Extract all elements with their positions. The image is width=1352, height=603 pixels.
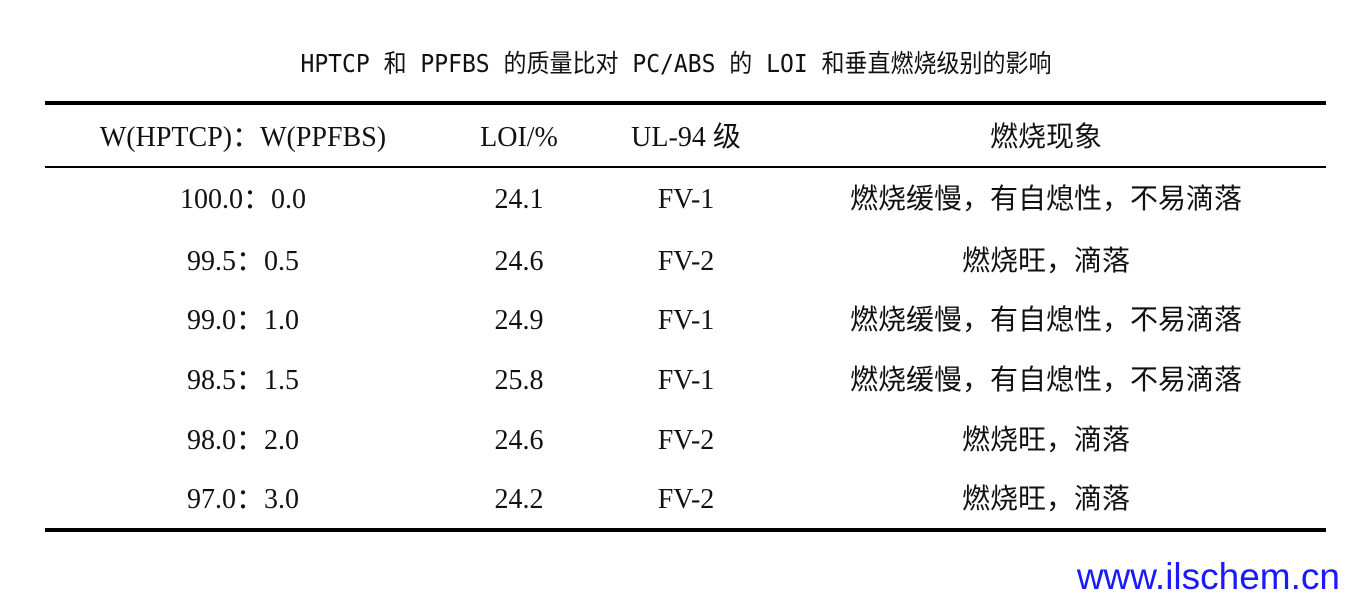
cell-phenomenon: 燃烧缓慢，有自熄性，不易滴落: [849, 305, 1243, 336]
cell-ul94: FV-1: [657, 184, 715, 215]
cell-phenomenon: 燃烧旺，滴落: [961, 484, 1131, 515]
table-row: 99.5：0.5 24.6 FV-2 燃烧旺，滴落: [45, 242, 1326, 282]
cell-ratio: 99.5：0.5: [186, 246, 300, 277]
cell-ratio: 100.0：0.0: [179, 184, 307, 215]
header-rule: [45, 166, 1326, 168]
cell-phenomenon: 燃烧旺，滴落: [961, 246, 1131, 277]
table-row: 100.0：0.0 24.1 FV-1 燃烧缓慢，有自熄性，不易滴落: [45, 180, 1326, 220]
cell-ul94: FV-2: [657, 484, 715, 515]
cell-ratio: 98.0：2.0: [186, 425, 300, 456]
cell-ratio: 98.5：1.5: [186, 365, 300, 396]
cell-ul94: FV-1: [657, 365, 715, 396]
bottom-rule: [45, 528, 1326, 532]
cell-loi: 24.2: [494, 484, 544, 515]
table-title: HPTCP 和 PPFBS 的质量比对 PC/ABS 的 LOI 和垂直燃烧级别…: [300, 49, 1052, 78]
cell-loi: 24.9: [494, 305, 544, 336]
cell-phenomenon: 燃烧缓慢，有自熄性，不易滴落: [849, 184, 1243, 215]
table-row: 97.0：3.0 24.2 FV-2 燃烧旺，滴落: [45, 480, 1326, 520]
cell-loi: 24.6: [494, 246, 544, 277]
cell-ratio: 99.0：1.0: [186, 305, 300, 336]
cell-phenomenon: 燃烧缓慢，有自熄性，不易滴落: [849, 365, 1243, 396]
header-phenomenon: 燃烧现象: [989, 122, 1103, 153]
cell-loi: 24.1: [494, 184, 544, 215]
header-row: W(HPTCP)：W(PPFBS) LOI/% UL-94 级 燃烧现象: [45, 118, 1326, 158]
cell-ul94: FV-2: [657, 246, 715, 277]
cell-ratio: 97.0：3.0: [186, 484, 300, 515]
watermark: www.ilschem.cn: [1076, 556, 1340, 597]
cell-ul94: FV-1: [657, 305, 715, 336]
table-row: 98.5：1.5 25.8 FV-1 燃烧缓慢，有自熄性，不易滴落: [45, 361, 1326, 401]
cell-ul94: FV-2: [657, 425, 715, 456]
header-loi: LOI/%: [480, 122, 558, 153]
cell-loi: 24.6: [494, 425, 544, 456]
table-row: 98.0：2.0 24.6 FV-2 燃烧旺，滴落: [45, 421, 1326, 461]
header-ratio: W(HPTCP)：W(PPFBS): [99, 122, 387, 153]
cell-loi: 25.8: [494, 365, 544, 396]
table-row: 99.0：1.0 24.9 FV-1 燃烧缓慢，有自熄性，不易滴落: [45, 301, 1326, 341]
header-ul94: UL-94 级: [631, 122, 741, 153]
top-rule: [45, 101, 1326, 105]
cell-phenomenon: 燃烧旺，滴落: [961, 425, 1131, 456]
